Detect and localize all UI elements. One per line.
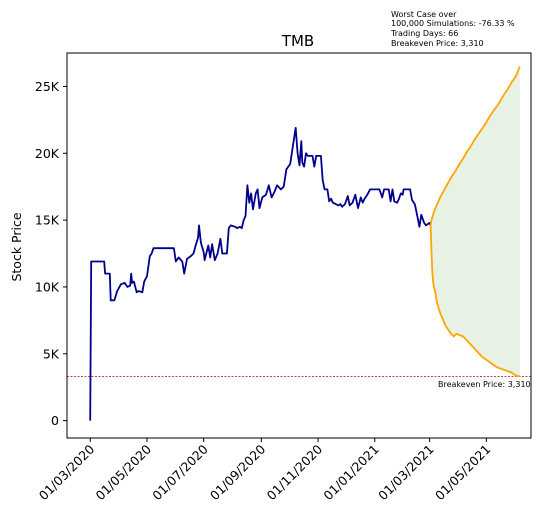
y-tick-label: 0 bbox=[51, 413, 59, 428]
y-tick-label: 25K bbox=[35, 79, 60, 94]
annotation-line: Breakeven Price: 3,310 bbox=[391, 39, 484, 48]
history-line bbox=[89, 127, 432, 421]
projection-lower-line bbox=[429, 225, 521, 378]
plot-area bbox=[67, 66, 531, 421]
y-tick-label: 20K bbox=[35, 146, 60, 161]
annotation-line: 100,000 Simulations: -76.33 % bbox=[391, 19, 515, 28]
y-tick-label: 15K bbox=[35, 213, 60, 228]
annotation-line: Trading Days: 66 bbox=[390, 29, 458, 38]
chart-title: TMB bbox=[281, 32, 314, 50]
y-tick-label: 10K bbox=[35, 279, 60, 294]
annotation-block: Worst Case over 100,000 Simulations: -76… bbox=[390, 10, 515, 48]
projection-upper-line bbox=[429, 66, 521, 226]
y-tick-label: 5K bbox=[43, 346, 60, 361]
annotation-line: Worst Case over bbox=[391, 10, 457, 19]
breakeven-label: Breakeven Price: 3,310 bbox=[438, 380, 531, 389]
plot-frame bbox=[66, 52, 532, 439]
y-axis-label: Stock Price bbox=[9, 212, 24, 281]
projection-band bbox=[430, 66, 520, 377]
